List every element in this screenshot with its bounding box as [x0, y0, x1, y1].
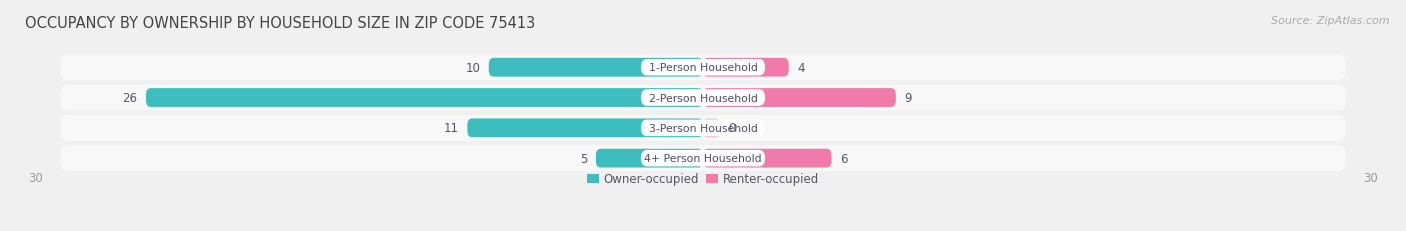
FancyBboxPatch shape	[641, 60, 765, 76]
FancyBboxPatch shape	[703, 149, 831, 168]
Text: 5: 5	[579, 152, 588, 165]
FancyBboxPatch shape	[467, 119, 703, 138]
Legend: Owner-occupied, Renter-occupied: Owner-occupied, Renter-occupied	[582, 168, 824, 190]
FancyBboxPatch shape	[60, 146, 1346, 171]
FancyBboxPatch shape	[641, 150, 765, 167]
FancyBboxPatch shape	[489, 59, 703, 77]
Text: 10: 10	[465, 61, 481, 74]
FancyBboxPatch shape	[641, 120, 765, 137]
Text: 11: 11	[444, 122, 458, 135]
FancyBboxPatch shape	[60, 55, 1346, 81]
Text: Source: ZipAtlas.com: Source: ZipAtlas.com	[1271, 16, 1389, 26]
Text: 3-Person Household: 3-Person Household	[648, 123, 758, 133]
Text: 26: 26	[122, 92, 138, 105]
FancyBboxPatch shape	[703, 59, 789, 77]
FancyBboxPatch shape	[146, 89, 703, 107]
Text: 2-Person Household: 2-Person Household	[648, 93, 758, 103]
FancyBboxPatch shape	[703, 119, 720, 138]
Text: 1-Person Household: 1-Person Household	[648, 63, 758, 73]
FancyBboxPatch shape	[60, 85, 1346, 111]
Text: 30: 30	[28, 172, 42, 185]
Text: 0: 0	[728, 122, 737, 135]
Text: 30: 30	[1364, 172, 1378, 185]
Text: OCCUPANCY BY OWNERSHIP BY HOUSEHOLD SIZE IN ZIP CODE 75413: OCCUPANCY BY OWNERSHIP BY HOUSEHOLD SIZE…	[25, 16, 536, 31]
Text: 6: 6	[841, 152, 848, 165]
FancyBboxPatch shape	[596, 149, 703, 168]
FancyBboxPatch shape	[703, 89, 896, 107]
Text: 4+ Person Household: 4+ Person Household	[644, 153, 762, 163]
Text: 4: 4	[797, 61, 804, 74]
Text: 9: 9	[904, 92, 912, 105]
FancyBboxPatch shape	[60, 116, 1346, 141]
FancyBboxPatch shape	[641, 90, 765, 106]
